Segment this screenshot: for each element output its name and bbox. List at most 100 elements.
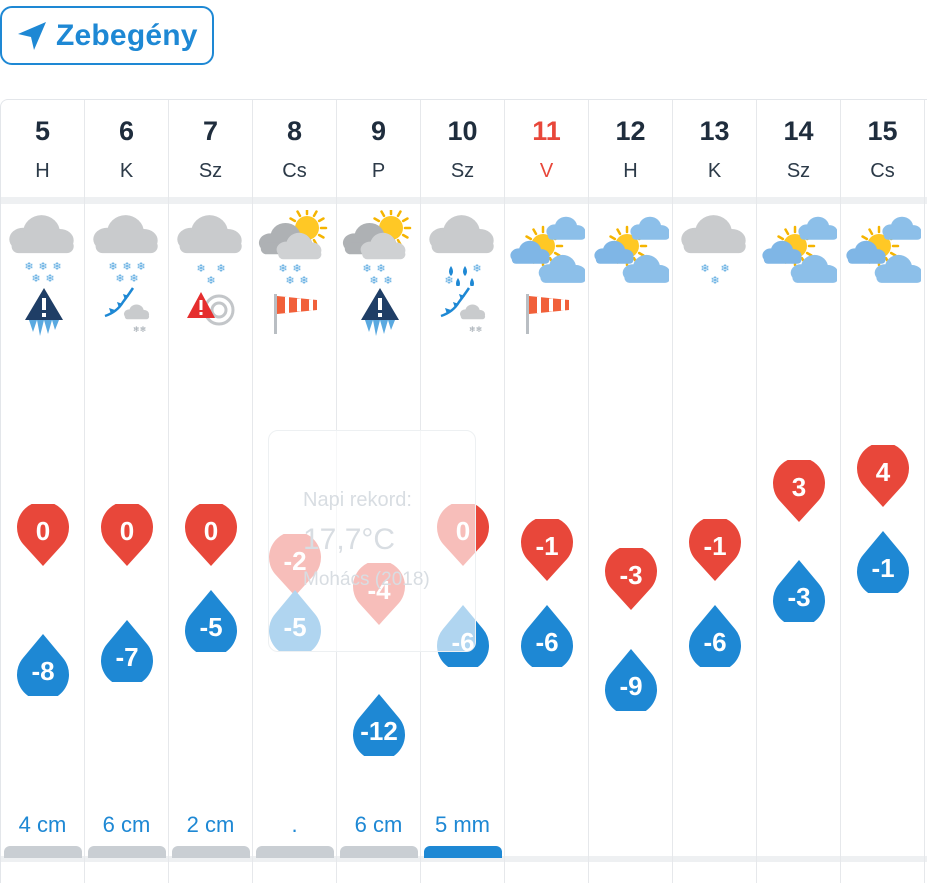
- svg-text:❄❄: ❄❄: [133, 325, 146, 334]
- day-number: 7: [202, 116, 219, 146]
- svg-text:❄: ❄: [383, 274, 392, 286]
- record-value: 17,7°C: [303, 523, 396, 556]
- svg-text:❄: ❄: [108, 260, 117, 273]
- wind-sock-icon[interactable]: [271, 286, 321, 338]
- day-name: H: [623, 160, 638, 182]
- svg-text:❄: ❄: [24, 260, 33, 273]
- svg-text:❄: ❄: [710, 274, 719, 286]
- sun-clouds-icon: [509, 210, 587, 286]
- svg-text:❄: ❄: [52, 260, 61, 273]
- sun-clouds-icon: [845, 210, 923, 286]
- sun-clouds-icon: [593, 210, 671, 286]
- max-temp-marker: -1: [687, 518, 743, 583]
- svg-text:❄: ❄: [115, 272, 124, 285]
- location-arrow-icon: [18, 21, 46, 50]
- footer-divider: [1, 856, 927, 862]
- day-name: Cs: [870, 160, 895, 182]
- day-name: Cs: [282, 160, 307, 182]
- min-temp-marker: -1: [855, 529, 911, 593]
- precipitation-amount: 4 cm: [18, 812, 67, 837]
- day-name: K: [119, 160, 134, 182]
- location-button[interactable]: Zebegény: [0, 6, 214, 65]
- svg-text:❄: ❄: [472, 262, 481, 275]
- min-temp-value: -3: [787, 582, 811, 613]
- min-temp-marker: -9: [603, 647, 659, 712]
- max-temp-marker: -3: [603, 548, 659, 612]
- day-column[interactable]: 5 H ❄ ❄ ❄ ❄ ❄ 0 -8 4 cm: [1, 100, 85, 883]
- precipitation-amount: 6 cm: [354, 812, 403, 837]
- min-temp-value: -7: [115, 641, 139, 672]
- svg-text:❄: ❄: [136, 260, 145, 273]
- precipitation-amount: .: [291, 812, 298, 837]
- svg-text:❄: ❄: [362, 262, 371, 275]
- max-temp-marker: -1: [519, 518, 575, 583]
- max-temp-value: -1: [703, 530, 727, 561]
- precipitation-bar: [4, 846, 82, 858]
- svg-text:❄: ❄: [285, 274, 294, 286]
- header-divider: [1, 197, 927, 204]
- location-name: Zebegény: [56, 18, 198, 52]
- svg-text:❄: ❄: [292, 262, 301, 275]
- precipitation-bar: [424, 846, 502, 858]
- day-number: 8: [286, 116, 303, 146]
- cold-front-icon[interactable]: ❄❄: [439, 286, 489, 338]
- svg-text:❄❄: ❄❄: [469, 325, 482, 334]
- svg-text:❄: ❄: [278, 262, 287, 275]
- min-temp-value: -6: [535, 626, 559, 657]
- svg-text:❄: ❄: [369, 274, 378, 286]
- day-number: 6: [118, 116, 135, 146]
- day-column[interactable]: 13 K ❄ ❄ ❄ -1 -6: [673, 100, 757, 883]
- max-temp-value: 3: [791, 471, 807, 502]
- day-column[interactable]: 11 V -1 -6: [505, 100, 589, 883]
- min-temp-marker: -7: [99, 618, 155, 682]
- min-temp-value: -12: [360, 715, 398, 746]
- svg-text:❄: ❄: [45, 272, 54, 285]
- precipitation-bar: [172, 846, 250, 858]
- svg-text:❄: ❄: [129, 272, 138, 285]
- svg-text:❄: ❄: [376, 262, 385, 275]
- min-temp-marker: -6: [687, 603, 743, 667]
- cold-front-icon[interactable]: ❄❄: [103, 286, 153, 338]
- max-temp-value: 0: [119, 516, 135, 546]
- svg-text:❄: ❄: [299, 274, 308, 286]
- day-column[interactable]: 14 Sz 3 -3: [757, 100, 841, 883]
- min-temp-marker: -3: [771, 558, 827, 623]
- record-tooltip: Napi rekord: 17,7°C Mohács (2018): [268, 430, 476, 652]
- snow-cloud-light-icon: ❄ ❄ ❄: [173, 210, 249, 287]
- day-number: 13: [699, 116, 730, 146]
- ice-warning-icon[interactable]: [19, 286, 69, 338]
- day-column[interactable]: 6 K ❄ ❄ ❄ ❄ ❄ ❄❄ 0 -7 6 cm: [85, 100, 169, 883]
- svg-text:❄: ❄: [31, 272, 40, 285]
- max-temp-marker: 4: [855, 444, 911, 509]
- day-number: 11: [532, 116, 561, 146]
- min-temp-marker: -8: [15, 632, 71, 697]
- svg-text:❄: ❄: [700, 262, 709, 275]
- min-temp-value: -6: [703, 626, 727, 657]
- precipitation-amount: 5 mm: [435, 812, 490, 837]
- day-column[interactable]: 7 Sz ❄ ❄ ❄ 0 -5 2 cm: [169, 100, 253, 883]
- day-column[interactable]: 15 Cs 4 -1: [841, 100, 925, 883]
- min-temp-marker: -5: [183, 588, 239, 652]
- day-number: 9: [370, 116, 387, 146]
- day-name: K: [707, 160, 722, 182]
- min-temp-value: -5: [199, 612, 223, 642]
- svg-text:❄: ❄: [216, 262, 225, 275]
- sun-cloud-snow-icon: ❄ ❄ ❄ ❄: [257, 207, 333, 287]
- day-name: V: [539, 160, 554, 182]
- day-name: Sz: [198, 160, 223, 182]
- day-number: 12: [615, 116, 646, 146]
- max-temp-marker: 0: [99, 504, 155, 568]
- max-temp-value: 0: [203, 516, 219, 546]
- max-temp-value: -3: [619, 560, 643, 591]
- max-temp-marker: 0: [15, 504, 71, 568]
- max-temp-value: 4: [875, 456, 891, 487]
- day-column[interactable]: 12 H -3 -9: [589, 100, 673, 883]
- day-number: 15: [867, 116, 898, 146]
- min-temp-value: -1: [871, 552, 895, 583]
- snow-cloud-icon: ❄ ❄ ❄ ❄ ❄: [5, 210, 81, 286]
- storm-warning-icon[interactable]: [187, 286, 237, 338]
- wind-sock-icon[interactable]: [523, 286, 573, 338]
- ice-warning-icon[interactable]: [355, 286, 405, 338]
- snow-cloud-light-icon: ❄ ❄ ❄: [677, 210, 753, 287]
- sun-cloud-snow-icon: ❄ ❄ ❄ ❄: [341, 207, 417, 287]
